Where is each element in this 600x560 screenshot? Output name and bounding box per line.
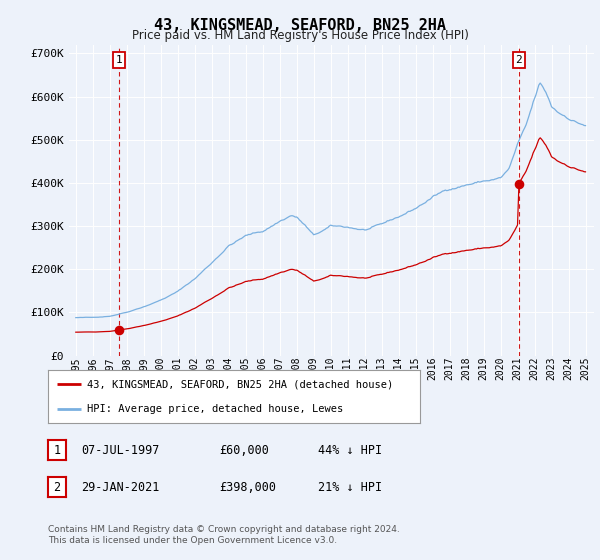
Text: Contains HM Land Registry data © Crown copyright and database right 2024.
This d: Contains HM Land Registry data © Crown c… (48, 525, 400, 545)
Text: 29-JAN-2021: 29-JAN-2021 (81, 480, 160, 494)
Text: 1: 1 (115, 55, 122, 65)
Text: 43, KINGSMEAD, SEAFORD, BN25 2HA (detached house): 43, KINGSMEAD, SEAFORD, BN25 2HA (detach… (87, 380, 394, 390)
Text: £60,000: £60,000 (219, 444, 269, 457)
Text: 1: 1 (53, 444, 61, 457)
Text: £398,000: £398,000 (219, 480, 276, 494)
Text: 2: 2 (515, 55, 522, 65)
Text: Price paid vs. HM Land Registry's House Price Index (HPI): Price paid vs. HM Land Registry's House … (131, 29, 469, 42)
Point (114, 325, 124, 334)
Text: 21% ↓ HPI: 21% ↓ HPI (318, 480, 382, 494)
Point (514, 179, 524, 188)
Text: 43, KINGSMEAD, SEAFORD, BN25 2HA: 43, KINGSMEAD, SEAFORD, BN25 2HA (154, 18, 446, 33)
Text: 2: 2 (53, 480, 61, 494)
Text: 44% ↓ HPI: 44% ↓ HPI (318, 444, 382, 457)
Text: 07-JUL-1997: 07-JUL-1997 (81, 444, 160, 457)
Text: HPI: Average price, detached house, Lewes: HPI: Average price, detached house, Lewe… (87, 404, 343, 414)
